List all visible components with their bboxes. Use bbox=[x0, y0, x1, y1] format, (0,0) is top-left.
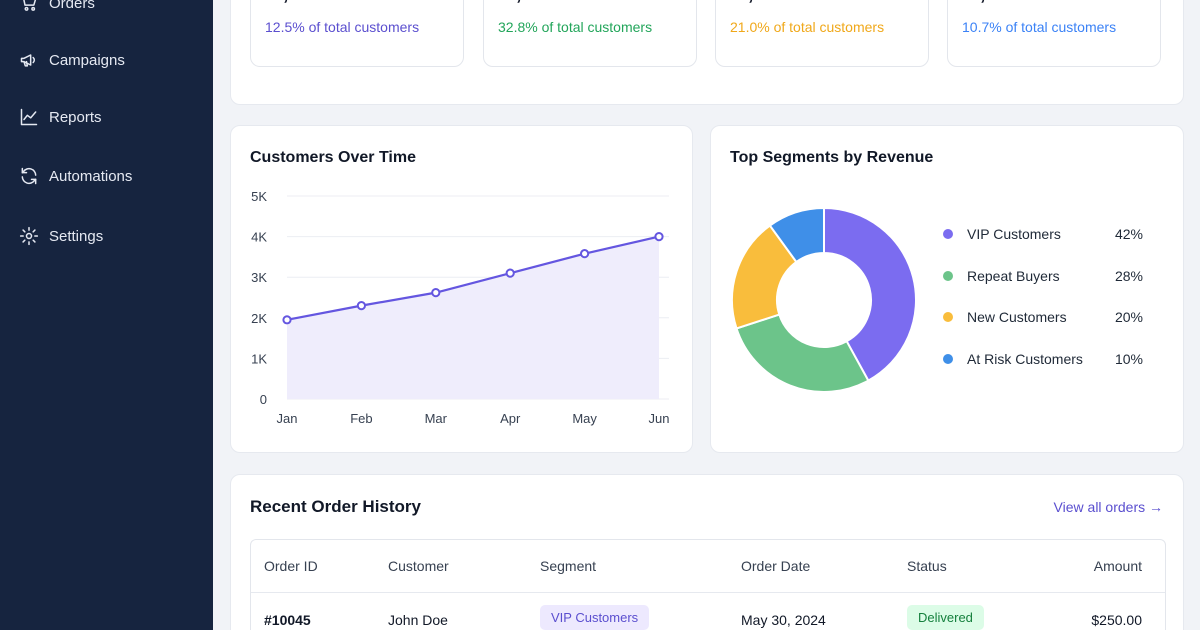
sidebar: Orders Campaigns Reports Automations Set… bbox=[0, 0, 213, 630]
gear-icon bbox=[18, 225, 40, 247]
x-tick-label: May bbox=[572, 411, 597, 426]
segments-donut-chart bbox=[731, 206, 917, 393]
legend-percent: 28% bbox=[1114, 268, 1143, 284]
sidebar-item-label: Automations bbox=[49, 167, 133, 185]
series-line bbox=[286, 235, 660, 321]
data-point[interactable] bbox=[580, 249, 590, 259]
order-amount: $250.00 bbox=[1091, 612, 1142, 628]
sidebar-item-automations[interactable]: Automations bbox=[18, 165, 132, 187]
chart-title: Customers Over Time bbox=[250, 149, 416, 166]
legend-label: New Customers bbox=[967, 309, 1067, 325]
orders-card: Recent Order History View all orders → O… bbox=[230, 474, 1184, 630]
chart-line-icon bbox=[18, 106, 40, 128]
sidebar-item-orders[interactable]: Orders bbox=[18, 0, 95, 14]
x-tick-label: Apr bbox=[500, 411, 521, 426]
legend-label: Repeat Buyers bbox=[967, 268, 1060, 284]
kpi-value: 1,254 bbox=[265, 0, 340, 8]
data-point[interactable] bbox=[431, 288, 441, 298]
segments-card: Top Segments by Revenue VIP Customers 42… bbox=[710, 125, 1184, 453]
kpi-card: 1,254 12.5% of total customers bbox=[250, 0, 464, 67]
x-tick-label: Jan bbox=[277, 411, 298, 426]
x-tick-label: Feb bbox=[350, 411, 372, 426]
customer-name: John Doe bbox=[388, 612, 448, 628]
kpi-value: 3,287 bbox=[498, 0, 573, 8]
legend-item-repeat: Repeat Buyers 28% bbox=[943, 268, 1143, 284]
x-tick-label: Mar bbox=[425, 411, 448, 426]
column-header[interactable]: Customer bbox=[388, 558, 449, 574]
kpi-text: of total customers bbox=[769, 19, 885, 35]
legend-percent: 10% bbox=[1114, 351, 1143, 367]
kpi-card: 3,287 32.8% of total customers bbox=[483, 0, 697, 67]
data-point[interactable] bbox=[654, 232, 664, 242]
customers-line-chart: 0 1K 2K 3K 4K 5K Jan Feb Mar Apr May Jun bbox=[251, 189, 670, 426]
kpi-subtext: 21.0% of total customers bbox=[730, 19, 884, 35]
y-tick-label: 3K bbox=[251, 270, 267, 285]
kpi-value: 1,067 bbox=[962, 0, 1037, 8]
segment-badge: VIP Customers bbox=[540, 605, 650, 630]
legend-label: VIP Customers bbox=[967, 226, 1061, 242]
kpi-percent: 21.0% bbox=[730, 19, 770, 35]
sidebar-item-label: Settings bbox=[49, 227, 104, 245]
column-header[interactable]: Status bbox=[907, 558, 947, 574]
orders-title: Recent Order History bbox=[250, 497, 421, 516]
kpi-subtext: 10.7% of total customers bbox=[962, 19, 1116, 35]
orders-table: Order ID Customer Segment Order Date Sta… bbox=[250, 539, 1166, 630]
kpi-text: of total customers bbox=[1001, 19, 1117, 35]
y-tick-label: 2K bbox=[251, 311, 267, 326]
legend-percent: 20% bbox=[1114, 309, 1143, 325]
sidebar-item-settings[interactable]: Settings bbox=[18, 225, 103, 247]
sidebar-item-label: Campaigns bbox=[49, 51, 125, 69]
kpi-percent: 32.8% bbox=[498, 19, 538, 35]
column-header[interactable]: Order Date bbox=[741, 558, 811, 574]
divider bbox=[251, 592, 1165, 593]
legend-label: At Risk Customers bbox=[967, 351, 1083, 367]
kpi-subtext: 12.5% of total customers bbox=[265, 19, 419, 35]
data-point[interactable] bbox=[356, 301, 366, 311]
x-tick-label: Jun bbox=[649, 411, 670, 426]
donut-slice[interactable] bbox=[823, 206, 917, 382]
megaphone-icon bbox=[18, 49, 40, 71]
kpi-value: 2,105 bbox=[730, 0, 805, 8]
refresh-icon bbox=[18, 165, 40, 187]
customers-chart-card: Customers Over Time 0 1K 2K 3K 4K 5K Jan Feb Mar… bbox=[230, 125, 693, 453]
cart-icon bbox=[18, 0, 40, 14]
view-all-orders-link[interactable]: View all orders → bbox=[1053, 499, 1163, 515]
column-header[interactable]: Order ID bbox=[264, 558, 318, 574]
data-point[interactable] bbox=[505, 268, 515, 278]
y-tick-label: 4K bbox=[251, 230, 267, 245]
sidebar-item-label: Orders bbox=[49, 0, 95, 12]
segments-title: Top Segments by Revenue bbox=[730, 149, 934, 166]
legend-percent: 42% bbox=[1114, 226, 1143, 242]
kpi-subtext: 32.8% of total customers bbox=[498, 19, 652, 35]
kpi-text: of total customers bbox=[304, 19, 420, 35]
kpi-card: 2,105 21.0% of total customers bbox=[715, 0, 929, 67]
column-header[interactable]: Amount bbox=[1093, 558, 1142, 574]
legend-dot bbox=[943, 271, 953, 281]
area-fill bbox=[287, 236, 659, 399]
sidebar-item-reports[interactable]: Reports bbox=[18, 106, 102, 128]
kpi-section: 1,254 12.5% of total customers 3,287 32.… bbox=[230, 0, 1184, 105]
y-tick-label: 0 bbox=[260, 392, 267, 407]
legend-item-at-risk: At Risk Customers 10% bbox=[943, 351, 1143, 367]
kpi-card: 1,067 10.7% of total customers bbox=[947, 0, 1161, 67]
donut-slice[interactable] bbox=[768, 206, 825, 264]
order-id: #10045 bbox=[264, 612, 311, 628]
sidebar-item-campaigns[interactable]: Campaigns bbox=[18, 49, 125, 71]
data-point[interactable] bbox=[282, 315, 292, 325]
donut-slice[interactable] bbox=[735, 313, 870, 393]
kpi-percent: 12.5% bbox=[265, 19, 305, 35]
legend-dot bbox=[943, 354, 953, 364]
status-badge: Delivered bbox=[907, 605, 984, 630]
order-date: May 30, 2024 bbox=[741, 612, 826, 628]
column-header[interactable]: Segment bbox=[540, 558, 597, 574]
legend-dot bbox=[943, 312, 953, 322]
y-tick-label: 5K bbox=[251, 189, 267, 204]
legend-dot bbox=[943, 229, 953, 239]
y-tick-label: 1K bbox=[251, 351, 267, 366]
kpi-text: of total customers bbox=[537, 19, 653, 35]
legend-item-new: New Customers 20% bbox=[943, 309, 1143, 325]
sidebar-item-label: Reports bbox=[49, 108, 102, 126]
kpi-percent: 10.7% bbox=[962, 19, 1002, 35]
legend-item-vip: VIP Customers 42% bbox=[943, 226, 1143, 242]
